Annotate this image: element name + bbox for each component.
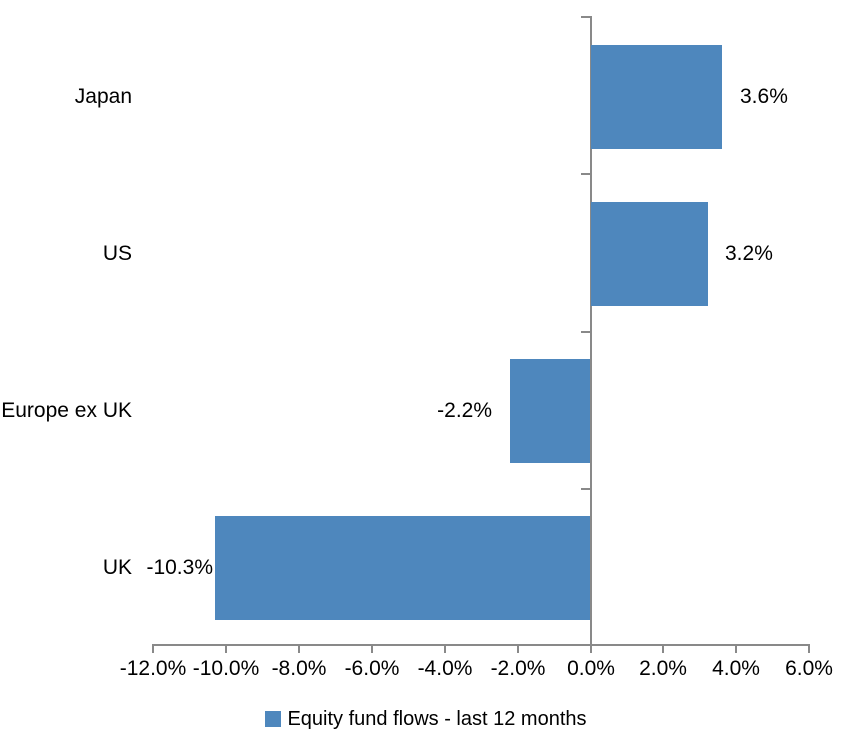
x-axis-tick (735, 644, 737, 653)
category-axis-tick (581, 16, 590, 18)
x-axis-tick-label: 4.0% (712, 657, 760, 680)
category-axis-tick (581, 331, 590, 333)
x-axis-tick-label: -12.0% (119, 657, 187, 680)
category-label: Japan (74, 85, 132, 108)
x-axis-tick (371, 644, 373, 653)
bar-data-label: -2.2% (437, 399, 492, 422)
category-axis-tick (581, 488, 590, 490)
x-axis-tick-label: -6.0% (344, 657, 400, 680)
legend: Equity fund flows - last 12 months (0, 705, 852, 733)
x-axis-tick-label: -2.0% (490, 657, 546, 680)
bar-data-label: -10.3% (146, 556, 213, 579)
category-label: US (102, 242, 132, 265)
x-axis-tick (444, 644, 446, 653)
category-axis-line (590, 16, 592, 646)
category-label: Europe ex UK (1, 399, 132, 422)
x-axis-tick (808, 644, 810, 653)
x-axis-tick (298, 644, 300, 653)
bar-data-label: 3.6% (740, 85, 788, 108)
x-axis-tick (662, 644, 664, 653)
x-axis-tick (152, 644, 154, 653)
bar (591, 45, 722, 149)
x-axis-tick-label: -10.0% (192, 657, 260, 680)
value-axis-line (152, 644, 810, 646)
x-axis-tick-label: -8.0% (271, 657, 327, 680)
x-axis-tick (225, 644, 227, 653)
category-label: UK (102, 556, 132, 579)
bar-data-label: 3.2% (725, 242, 773, 265)
bar (510, 359, 590, 463)
x-axis-tick-label: 6.0% (785, 657, 833, 680)
x-axis-tick (517, 644, 519, 653)
x-axis-tick-label: 0.0% (567, 657, 615, 680)
x-axis-tick (590, 644, 592, 653)
legend-label: Equity fund flows - last 12 months (287, 707, 587, 730)
bar (591, 202, 708, 306)
category-axis-tick (581, 173, 590, 175)
x-axis-tick-label: 2.0% (639, 657, 687, 680)
x-axis-tick-label: -4.0% (417, 657, 473, 680)
legend-marker-icon (265, 711, 282, 727)
bar (215, 516, 590, 620)
